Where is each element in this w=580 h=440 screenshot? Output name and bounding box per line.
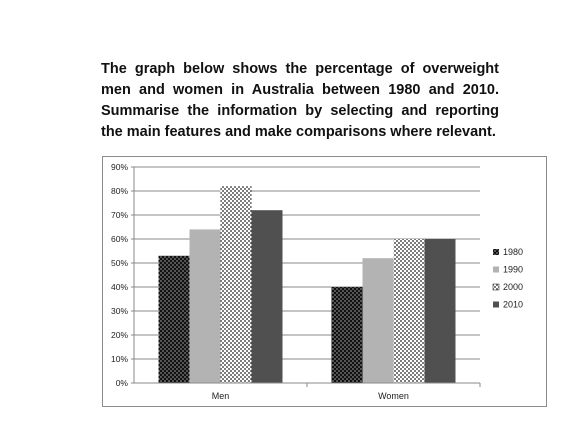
bar-men-2000 <box>220 186 252 383</box>
legend-label-2010: 2010 <box>503 300 523 310</box>
y-tick-label: 60% <box>111 234 128 244</box>
y-tick-label: 10% <box>111 354 128 364</box>
legend-label-2000: 2000 <box>503 282 523 292</box>
legend-label-1990: 1990 <box>503 265 523 275</box>
legend-swatch-1980 <box>493 249 499 255</box>
y-tick-label: 20% <box>111 330 128 340</box>
y-tick-label: 70% <box>111 210 128 220</box>
task-prompt: The graph below shows the percentage of … <box>101 61 499 140</box>
y-tick-label: 50% <box>111 258 128 268</box>
category-label: Women <box>378 391 409 401</box>
legend-swatch-2010 <box>493 301 499 308</box>
y-tick-label: 40% <box>111 282 128 292</box>
y-tick-label: 80% <box>111 186 128 196</box>
category-label: Men <box>212 391 230 401</box>
bar-women-2010 <box>424 239 456 383</box>
y-tick-label: 0% <box>116 378 129 388</box>
legend-label-1980: 1980 <box>503 247 523 257</box>
legend-swatch-1990 <box>493 266 499 273</box>
y-tick-label: 30% <box>111 306 128 316</box>
y-tick-label: 90% <box>111 162 128 172</box>
legend-swatch-2000 <box>492 283 500 291</box>
bar-women-1980 <box>331 287 363 383</box>
bar-men-1980 <box>158 255 190 383</box>
bar-women-2000 <box>393 239 425 383</box>
bar-men-1990 <box>189 229 221 383</box>
bar-men-2010 <box>251 210 283 383</box>
bar-women-1990 <box>362 258 394 383</box>
